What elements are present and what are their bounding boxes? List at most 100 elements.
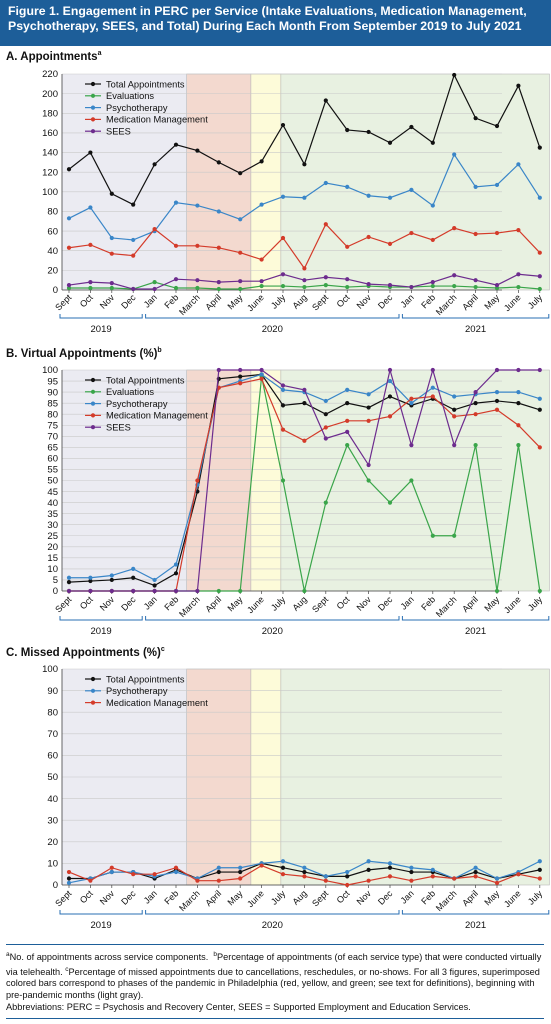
x-tick-label: March — [177, 292, 202, 317]
x-tick-label: Dec — [119, 888, 138, 907]
data-point — [280, 122, 286, 128]
data-point — [387, 500, 393, 505]
footnotes: aNo. of appointments across service comp… — [6, 949, 546, 1013]
data-point — [131, 566, 136, 571]
data-point — [473, 284, 478, 290]
x-tick-label: July — [526, 888, 545, 907]
data-point — [238, 374, 243, 379]
data-point — [323, 500, 328, 505]
data-point — [280, 283, 286, 289]
data-point — [494, 123, 500, 129]
footnote-b-marker: b — [213, 951, 218, 958]
data-point — [88, 150, 93, 155]
data-point — [109, 573, 114, 578]
data-point — [152, 588, 157, 594]
x-tick-label: Nov — [98, 594, 117, 613]
y-tick-label: 35 — [47, 509, 58, 520]
y-tick-label: 80 — [47, 707, 58, 718]
data-point — [216, 869, 221, 875]
x-tick-label: March — [434, 888, 459, 913]
y-tick-label: 50 — [47, 476, 58, 487]
x-tick-label: Jan — [142, 594, 159, 611]
data-point — [387, 241, 393, 246]
data-point — [345, 869, 350, 875]
data-point — [173, 588, 179, 594]
data-point — [88, 575, 93, 580]
data-point — [452, 394, 457, 399]
data-point — [366, 234, 371, 240]
data-point — [216, 367, 221, 373]
x-tick-label: July — [526, 292, 545, 311]
data-point — [280, 872, 286, 877]
x-tick-label: Dec — [376, 292, 395, 311]
data-point — [173, 571, 179, 576]
data-point — [473, 278, 478, 283]
data-point — [302, 387, 307, 392]
data-point — [302, 195, 307, 200]
y-tick-label: 60 — [47, 751, 58, 762]
data-point — [387, 861, 393, 866]
data-point — [345, 874, 350, 879]
x-tick-label: June — [502, 292, 523, 313]
data-point — [473, 401, 478, 406]
panel-b-label: B. Virtual Appointments (%)b — [6, 347, 162, 360]
y-tick-label: 140 — [42, 148, 58, 159]
data-point — [452, 72, 457, 78]
data-point — [238, 869, 243, 875]
legend-label: Psychotherapy — [106, 399, 168, 409]
data-point — [152, 280, 157, 285]
legend-label: Medication Management — [106, 698, 208, 708]
data-point — [409, 396, 414, 401]
legend-swatch-marker — [90, 700, 96, 705]
data-point — [409, 878, 414, 883]
year-label: 2021 — [465, 626, 486, 637]
y-tick-label: 40 — [47, 794, 58, 805]
data-point — [494, 407, 500, 412]
year-bracket — [59, 910, 143, 915]
data-point — [345, 429, 350, 434]
data-point — [173, 200, 179, 205]
x-tick-label: April — [460, 594, 480, 614]
x-tick-label: July — [526, 594, 545, 613]
y-tick-label: 70 — [47, 729, 58, 740]
footnote-b: Percentage of appointments (of each serv… — [6, 952, 542, 977]
data-point — [109, 191, 114, 196]
data-point — [323, 180, 328, 186]
data-point — [494, 182, 500, 188]
data-point — [280, 383, 286, 388]
x-tick-label: Dec — [376, 888, 395, 907]
data-point — [109, 285, 114, 291]
data-point — [366, 129, 371, 135]
data-point — [430, 140, 435, 145]
y-tick-label: 0 — [53, 586, 58, 597]
data-point — [173, 562, 179, 567]
data-point — [452, 283, 457, 289]
data-point — [88, 242, 93, 247]
x-tick-label: Dec — [376, 594, 395, 613]
x-tick-label: Dec — [119, 292, 138, 311]
data-point — [473, 869, 478, 875]
x-tick-label: Jan — [398, 292, 415, 309]
year-bracket — [59, 616, 143, 621]
data-point — [345, 882, 350, 888]
data-point — [494, 398, 500, 404]
y-tick-label: 20 — [47, 266, 58, 277]
data-point — [66, 285, 72, 291]
footnote-divider — [6, 944, 544, 945]
y-tick-label: 10 — [47, 564, 58, 575]
data-point — [152, 872, 157, 877]
data-point — [366, 859, 371, 864]
x-tick-label: May — [226, 888, 245, 907]
data-point — [88, 578, 93, 584]
y-tick-label: 40 — [47, 498, 58, 509]
data-point — [345, 184, 350, 190]
data-point — [302, 278, 307, 283]
data-point — [302, 284, 307, 290]
footnote-c-marker: c — [65, 965, 69, 973]
data-point — [195, 243, 200, 248]
x-tick-label: July — [269, 292, 288, 311]
panel-b-title: B. Virtual Appointments (%) — [6, 347, 158, 360]
data-point — [195, 878, 200, 883]
data-point — [238, 381, 243, 386]
